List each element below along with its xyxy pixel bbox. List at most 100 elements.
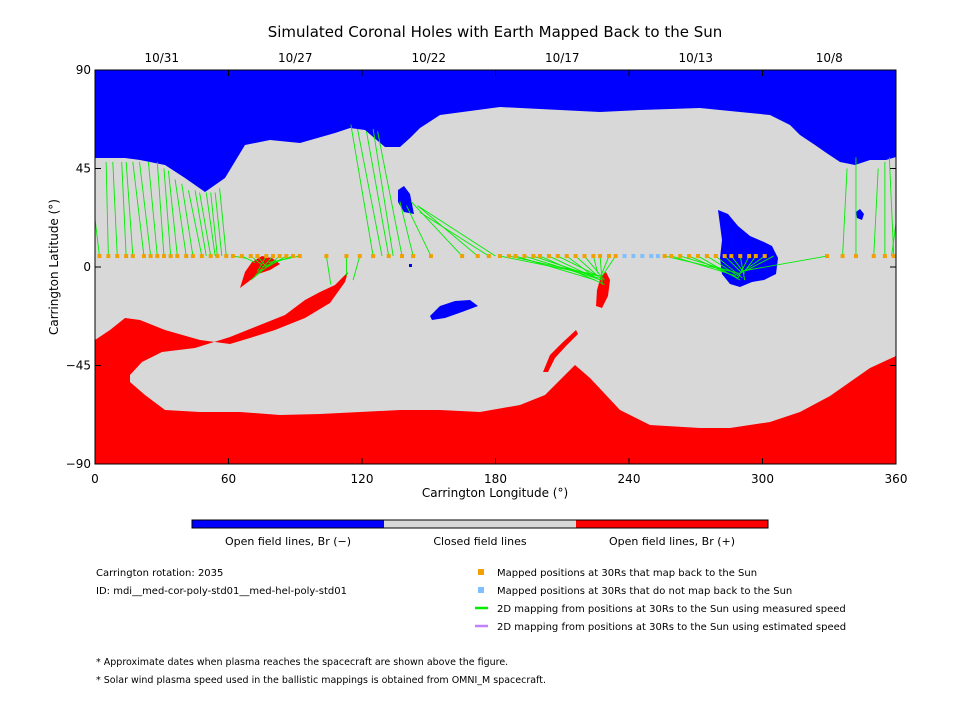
mapping-line (539, 255, 605, 285)
y-tick-label: −90 (66, 457, 91, 471)
unmapped-point (655, 254, 660, 259)
legend-label: Mapped positions at 30Rs that do not map… (497, 586, 792, 597)
mapped-point (486, 254, 491, 259)
mapped-point (230, 254, 235, 259)
mapping-line (112, 161, 118, 257)
mapped-point (344, 254, 349, 259)
mapping-line (210, 192, 218, 257)
colorbar-closed (384, 520, 576, 528)
mapped-point (148, 254, 153, 259)
mapped-point (598, 254, 603, 259)
mapped-point (669, 254, 674, 259)
mapped-point (662, 254, 667, 259)
mapping-line (214, 192, 223, 257)
mapping-line (259, 255, 287, 272)
mapping-line (199, 192, 212, 257)
mapping-line (257, 255, 267, 272)
mapping-line (205, 192, 216, 257)
mapping-line (232, 255, 247, 259)
mapped-point (522, 254, 527, 259)
mapped-point (115, 254, 120, 259)
x-tick-label: 180 (484, 472, 507, 486)
legend-label: Mapped positions at 30Rs that map back t… (497, 568, 757, 579)
mapping-line (366, 131, 390, 257)
mapped-point (460, 254, 465, 259)
mapped-point (747, 254, 752, 259)
mapping-line (352, 255, 361, 281)
hole-negative-lon138 (398, 186, 414, 214)
colorbar: Open field lines, Br (−) Closed field li… (191, 519, 769, 548)
mapped-positions (97, 254, 896, 259)
mapping-lines (95, 124, 896, 285)
date-label: 10/27 (278, 51, 313, 65)
mapped-point (738, 254, 743, 259)
mapped-point (762, 254, 767, 259)
mapping-line (357, 129, 383, 257)
mapping-line (706, 255, 739, 277)
mapped-point (264, 254, 269, 259)
mapped-point (513, 254, 518, 259)
mapping-line (417, 205, 478, 257)
mapping-line (740, 255, 828, 272)
hole-negative-lon344 (856, 209, 864, 220)
mapped-point (678, 254, 683, 259)
mapped-point (277, 254, 282, 259)
mapped-point (239, 254, 244, 259)
mapping-line (174, 179, 187, 257)
mapping-line (557, 255, 599, 277)
mapped-point (564, 254, 569, 259)
mapping-line (167, 170, 178, 257)
mapped-point (613, 254, 618, 259)
y-axis: −90 −45 0 45 90 (66, 63, 896, 471)
y-tick-label: 90 (76, 63, 91, 77)
mapped-point (555, 254, 560, 259)
mapped-point (729, 254, 734, 259)
mapping-line (325, 255, 332, 285)
mapping-line (739, 255, 746, 281)
mapped-point (582, 254, 587, 259)
colorbar-frame (191, 519, 769, 529)
unmapped-point (622, 254, 627, 259)
mapping-line (873, 168, 879, 257)
mapped-point (248, 254, 253, 259)
mapped-point (208, 254, 213, 259)
mapped-point (175, 254, 180, 259)
date-label: 10/17 (545, 51, 580, 65)
x-tick-label: 240 (618, 472, 641, 486)
mapped-point (224, 254, 229, 259)
mapped-point (215, 254, 220, 259)
mapped-point (687, 254, 692, 259)
mapping-line (241, 255, 256, 264)
date-labels: 10/31 10/27 10/22 10/17 10/13 10/8 (144, 51, 842, 65)
unmapped-point (649, 254, 654, 259)
y-tick-label: 45 (76, 162, 91, 176)
mapped-point (497, 254, 502, 259)
mapping-line (419, 211, 490, 257)
legend-swatch (478, 587, 484, 593)
mapping-line (744, 255, 774, 272)
mapped-point (124, 254, 129, 259)
mapped-point (546, 254, 551, 259)
mapping-line (163, 168, 172, 257)
mapped-point (713, 254, 718, 259)
mapped-point (386, 254, 391, 259)
mapping-line (601, 255, 617, 277)
mapping-line (715, 255, 743, 279)
mapping-line (524, 255, 603, 281)
x-tick-label: 0 (91, 472, 99, 486)
mapped-point (506, 254, 511, 259)
mapping-line (95, 218, 100, 257)
x-tick-label: 360 (885, 472, 908, 486)
mapping-line (548, 255, 601, 281)
mapped-point (411, 254, 416, 259)
mapping-line (842, 168, 848, 257)
mapped-point (591, 254, 596, 259)
legend-label: 2D mapping from positions at 30Rs to the… (497, 622, 846, 633)
y-tick-label: −45 (66, 359, 91, 373)
mapped-point (840, 254, 845, 259)
mapped-point (891, 254, 896, 259)
mapping-line (105, 161, 109, 257)
mapping-line (599, 256, 603, 285)
mapped-point (704, 254, 709, 259)
legend-swatch (478, 569, 484, 575)
